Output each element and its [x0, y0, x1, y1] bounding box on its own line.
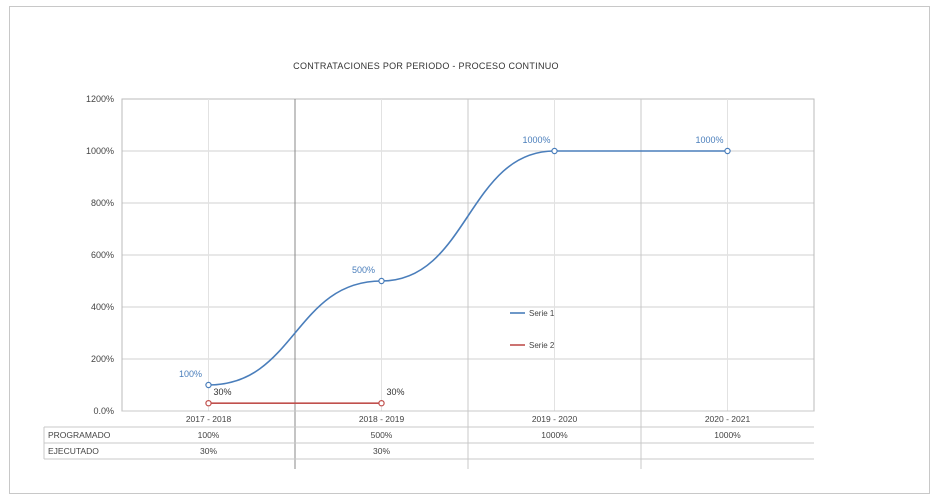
y-tick-label: 200% — [91, 354, 114, 364]
table-cell: 100% — [198, 430, 220, 440]
data-table: 2017 - 2018 2018 - 2019 2019 - 2020 2020 - … — [43, 410, 814, 460]
chart-frame: CONTRATACIONES POR PERIODO - PROCESO CON… — [9, 6, 930, 494]
data-label: 30% — [213, 387, 231, 397]
y-tick-label: 1200% — [86, 94, 114, 104]
y-tick-label: 800% — [91, 198, 114, 208]
data-label: 1000% — [522, 135, 550, 145]
table-cell: 30% — [373, 446, 390, 456]
table-cell: 30% — [200, 446, 217, 456]
x-tick-label: 2020 - 2021 — [705, 414, 751, 424]
table-row-header: EJECUTADO — [48, 446, 99, 456]
table-cell: 500% — [371, 430, 393, 440]
table-cell: 1000% — [714, 430, 741, 440]
x-tick-label: 2018 - 2019 — [359, 414, 405, 424]
data-point — [205, 381, 212, 389]
x-tick-label: 2017 - 2018 — [186, 414, 232, 424]
chart-title: CONTRATACIONES POR PERIODO - PROCESO CON… — [293, 61, 559, 71]
x-tick-label: 2019 - 2020 — [532, 414, 578, 424]
data-label: 100% — [179, 369, 202, 379]
y-tick-label: 0.0% — [93, 406, 114, 416]
data-point — [378, 277, 385, 285]
data-point — [551, 147, 558, 155]
data-label: 1000% — [695, 135, 723, 145]
y-tick-label: 400% — [91, 302, 114, 312]
y-tick-label: 600% — [91, 250, 114, 260]
y-tick-label: 1000% — [86, 146, 114, 156]
legend-entry: Serie 1 — [529, 309, 555, 318]
data-point — [205, 400, 212, 407]
series-line — [208, 150, 728, 386]
table-row-header: PROGRAMADO — [48, 430, 111, 440]
line-chart: CONTRATACIONES POR PERIODO - PROCESO CON… — [43, 61, 815, 469]
series: 100% 500% 1000% 1000% 30% 30% — [179, 135, 731, 407]
legend-entry: Serie 2 — [529, 341, 555, 350]
y-axis-ticks: 0.0% 200% 400% 600% 800% 1000% 1200% — [86, 94, 114, 416]
table-cell: 1000% — [541, 430, 568, 440]
legend: Serie 1 Serie 2 — [510, 309, 555, 350]
data-label: 500% — [352, 265, 375, 275]
data-point — [724, 147, 731, 155]
data-point — [378, 400, 385, 407]
data-label: 30% — [386, 387, 404, 397]
